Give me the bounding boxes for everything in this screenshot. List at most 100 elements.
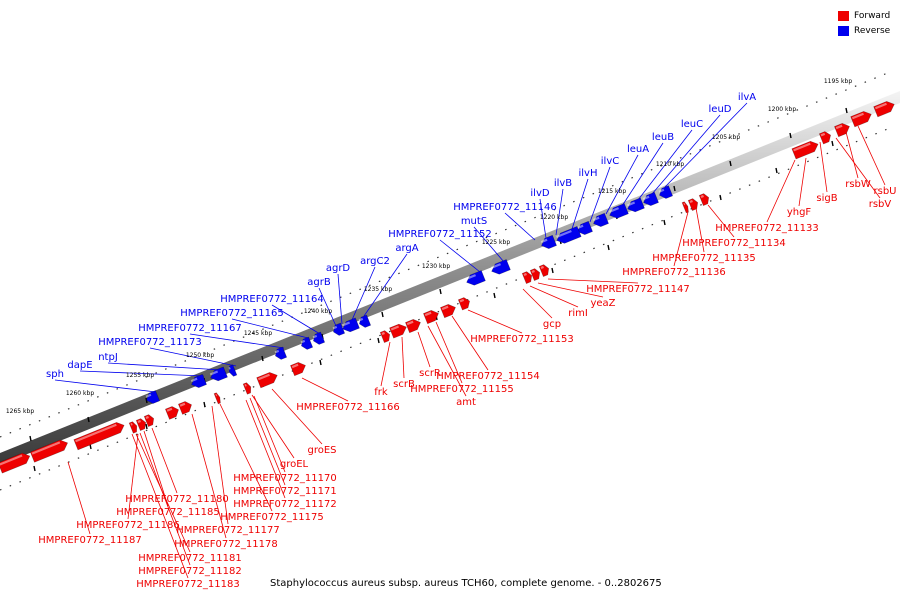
legend-reverse-swatch [838,25,849,36]
forward-gene [29,439,69,463]
forward-gene-label: HMPREF0772_11170 [233,473,336,484]
legend-reverse: Reverse [838,23,890,38]
gene-arrow-highlight [215,393,218,397]
forward-label-leader [417,331,431,368]
forward-label-leader [819,141,828,193]
gene-arrow-highlight [274,349,280,354]
reverse-gene [190,373,207,388]
reverse-gene-label: agrB [307,277,331,288]
reverse-gene-label: ilvB [554,178,572,189]
forward-label-leader [798,157,807,207]
gene-arrow-highlight [0,454,23,466]
forward-label-leader [253,395,286,473]
gene-arrow-body [213,392,221,405]
reverse-gene [228,364,238,377]
position-mark [789,132,792,139]
gene-arrow-body [423,310,439,325]
reverse-gene-label: ilvA [738,92,756,103]
forward-label-leader [249,397,286,486]
reverse-gene-label: HMPREF0772_11173 [98,337,201,348]
gene-arrow-body [405,319,421,334]
forward-gene-label: HMPREF0772_11133 [715,223,818,234]
forward-label-leader [857,125,886,186]
forward-gene-label: HMPREF0772_11166 [296,402,399,413]
forward-gene-label: HMPREF0772_11155 [410,384,513,395]
forward-gene-label: rimI [568,308,588,319]
gene-arrow-highlight [166,407,173,412]
position-mark [673,185,676,192]
forward-gene-label: HMPREF0772_11181 [138,553,241,564]
reverse-label-leader [621,142,664,207]
gene-arrow-body [301,336,314,350]
gene-arrow-body [73,422,125,451]
gene-arrow-body [275,346,288,360]
gene-arrow-body [466,270,486,286]
forward-gene-label: sigB [816,193,837,204]
forward-gene-label: HMPREF0772_11177 [176,525,279,536]
forward-gene-label: yhgF [787,207,812,218]
reverse-gene [540,234,557,249]
forward-label-leader [127,433,139,520]
reverse-label-leader [555,188,564,236]
reverse-gene [300,336,314,350]
gene-arrow-body [659,185,674,199]
reverse-gene-label: sph [46,369,64,380]
position-mark [203,401,206,408]
gene-arrow-body [681,201,689,214]
gene-arrow-body [359,314,372,328]
forward-gene-label: HMPREF0772_11147 [586,284,689,295]
forward-gene [128,421,138,434]
forward-gene [850,111,872,128]
reverse-gene [592,212,609,227]
forward-label-leader [537,282,604,298]
gene-arrow-highlight [300,339,306,344]
gene-arrow-highlight [608,207,619,213]
gene-arrow-highlight [130,422,133,426]
scale-tick-label: 1230 kbp [422,263,450,270]
reverse-label-leader [337,273,343,325]
forward-gene-label: HMPREF0772_11135 [652,253,755,264]
scale-tick-label: 1250 kbp [186,352,214,359]
forward-gene-label: HMPREF0772_11154 [436,371,539,382]
forward-gene [379,330,391,343]
forward-gene [423,310,439,325]
position-mark [719,194,722,201]
reverse-gene-label: leuD [709,104,732,115]
reverse-label-leader [589,166,611,223]
gene-arrow-body [491,259,511,275]
reverse-gene [576,220,593,235]
gene-arrow-body [541,234,557,249]
forward-gene-label: gcp [543,319,561,330]
gene-arrow-body [146,390,161,404]
gene-arrow-highlight [683,202,686,206]
gene-arrow-body [577,220,593,235]
gene-arrow-body [389,323,407,339]
scale-tick-label: 1265 kbp [6,408,34,415]
forward-gene [213,392,221,405]
reverse-gene [658,185,674,199]
gene-arrow-highlight [390,325,400,331]
gene-arrow-highlight [179,402,186,407]
reverse-gene-label: HMPREF0772_11152 [388,229,491,240]
forward-gene [873,101,895,118]
gene-arrow-highlight [540,265,544,269]
legend: Forward Reverse [838,8,890,38]
forward-gene-label: rsbU [874,186,897,197]
forward-label-leader [143,430,169,507]
reverse-label-leader [571,178,589,230]
gene-arrow-highlight [576,224,584,230]
forward-gene [687,198,699,211]
gene-arrow-highlight [874,102,887,110]
gene-arrow-highlight [31,441,61,455]
gene-arrow-highlight [381,331,385,335]
gene-arrow-body [164,406,179,420]
position-mark [663,219,666,226]
gene-arrow-body [191,373,207,388]
forward-label-leader [139,432,191,566]
gene-arrow-body [538,264,550,277]
gene-arrow-body [0,452,31,474]
position-mark [33,465,36,472]
gene-arrow-highlight [820,132,826,137]
gene-arrow-highlight [531,269,535,273]
forward-label-leader [522,288,553,319]
